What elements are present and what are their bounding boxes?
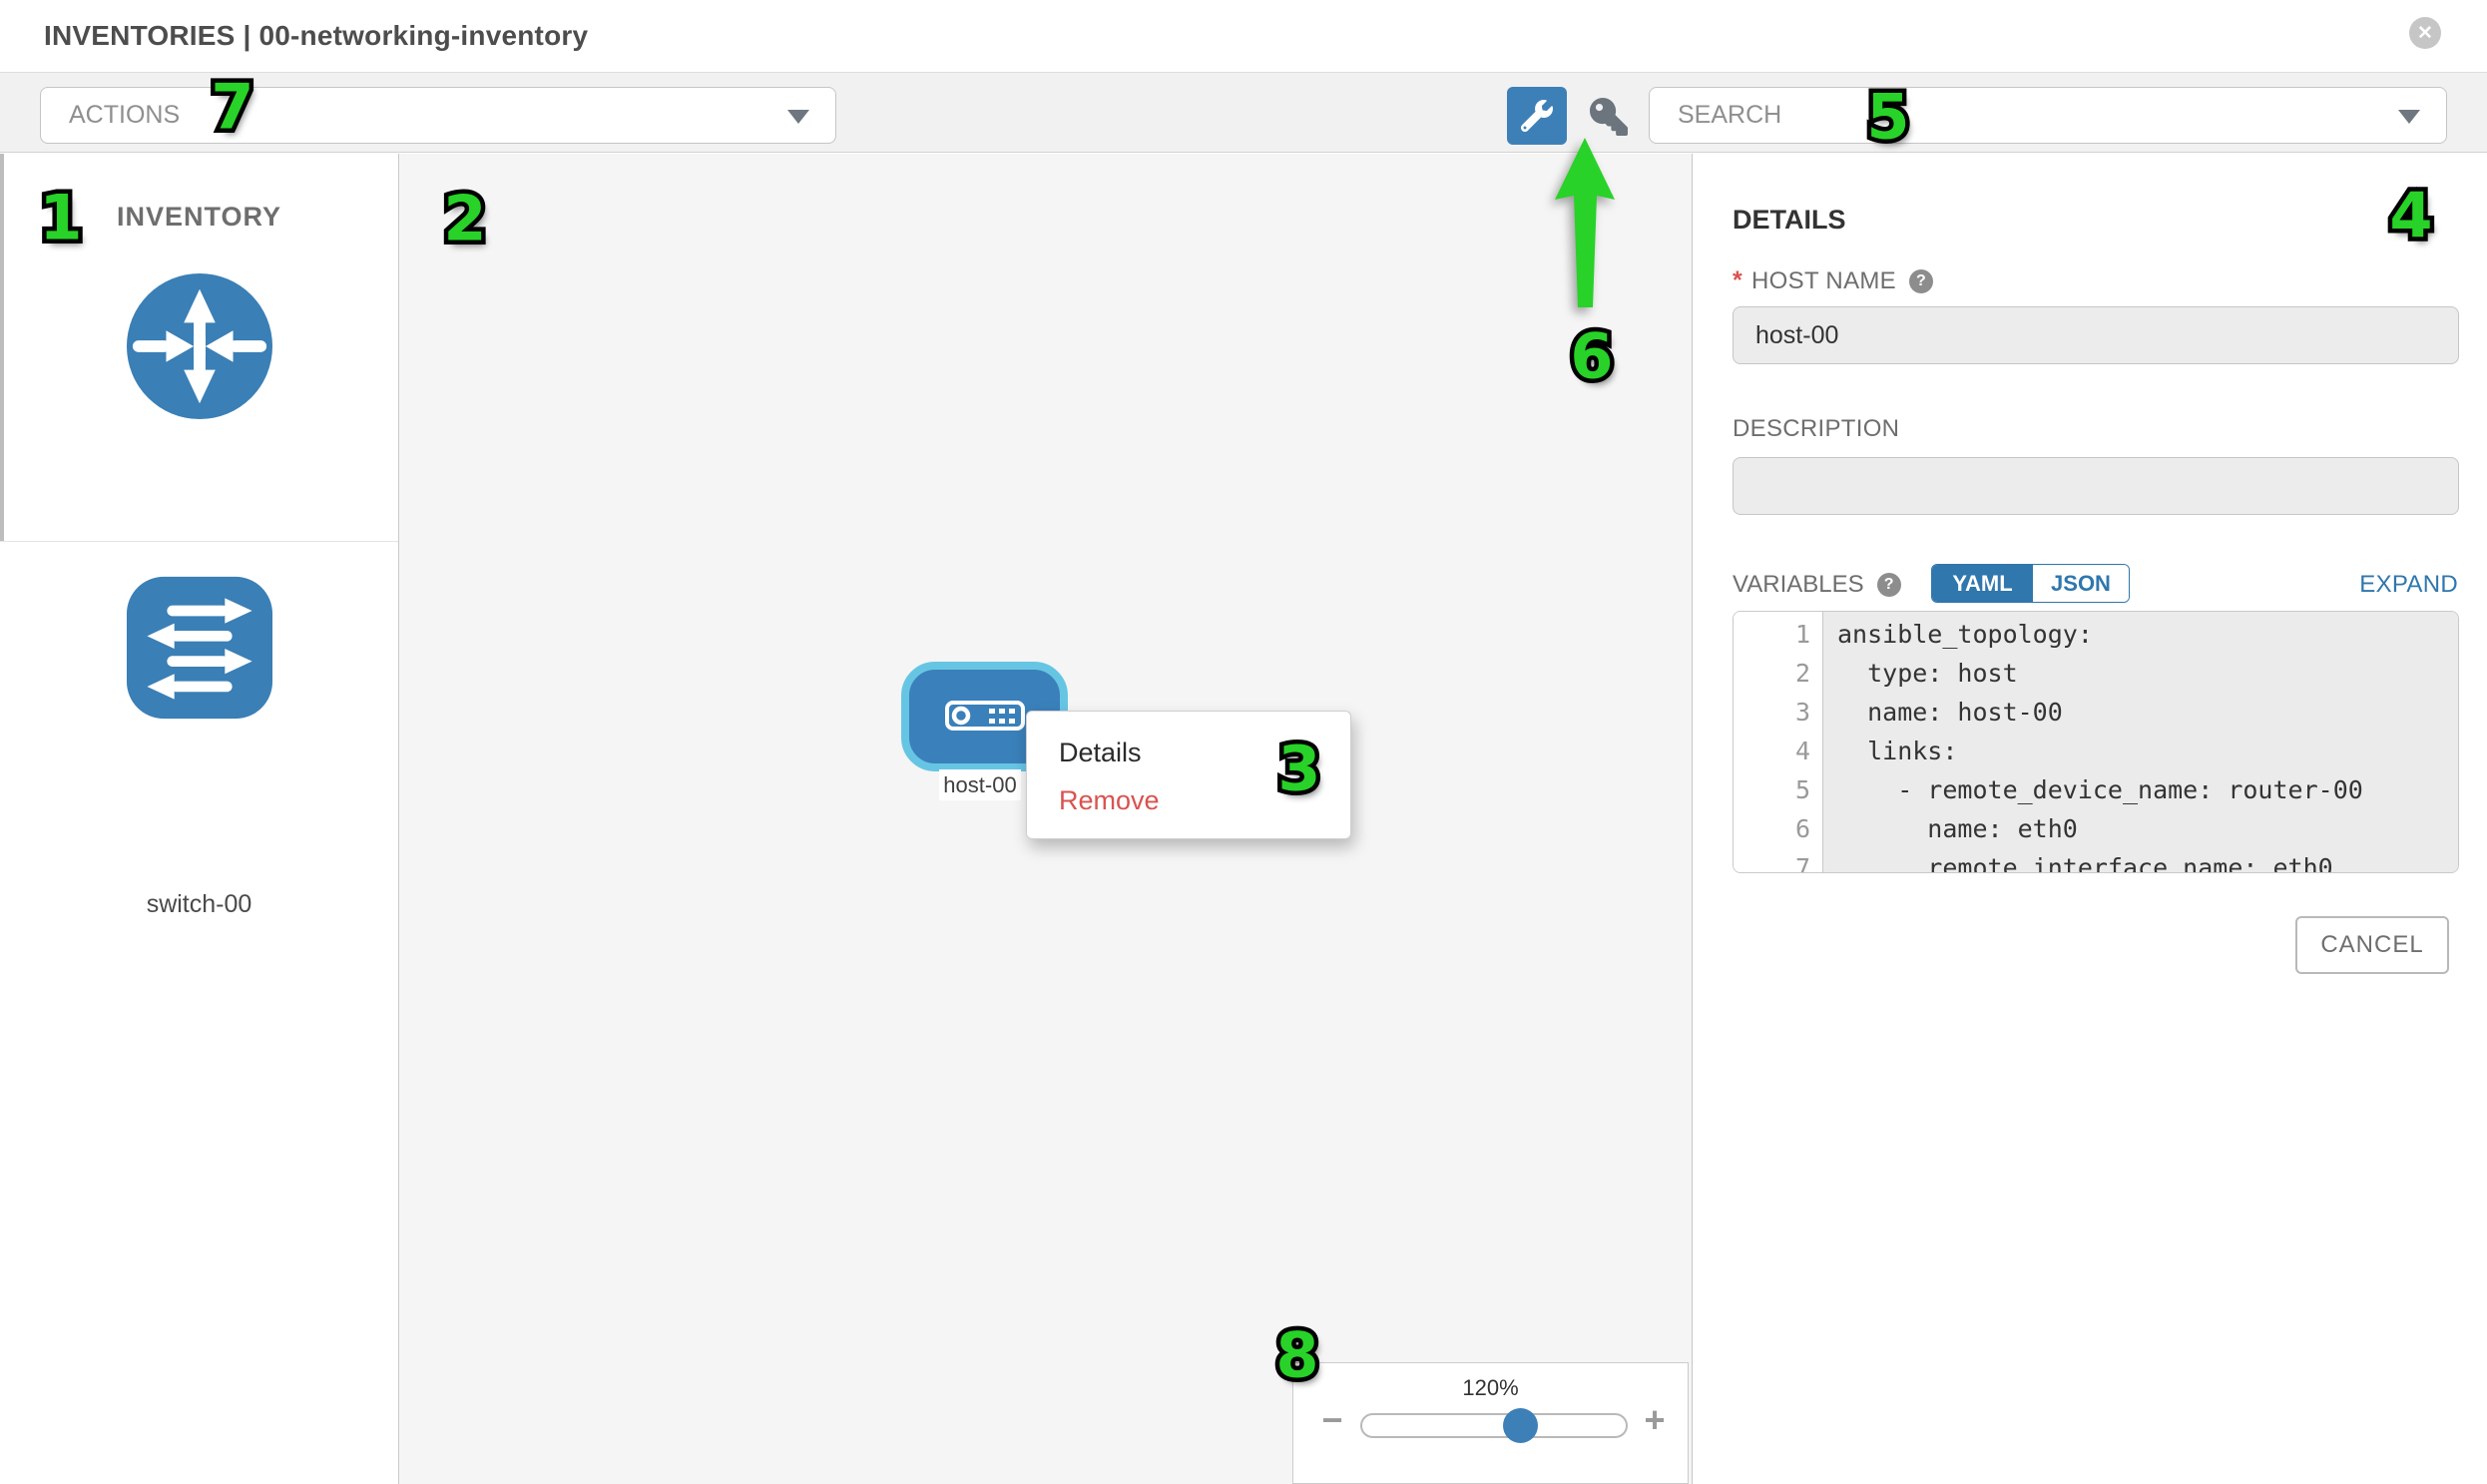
wrench-icon bbox=[1521, 100, 1553, 132]
host-name-label-row: * HOST NAME ? bbox=[1733, 266, 1933, 295]
host-node-label: host-00 bbox=[939, 769, 1021, 800]
code-line: name: host-00 bbox=[1837, 698, 2063, 727]
key-button[interactable] bbox=[1587, 95, 1631, 139]
code-line: name: eth0 bbox=[1837, 814, 2078, 843]
line-number: 6 bbox=[1794, 814, 1810, 843]
variables-editor[interactable]: 1 2 3 4 5 6 7 ansible_topology: type: ho… bbox=[1733, 611, 2459, 873]
code-line: links: bbox=[1837, 737, 1958, 765]
description-label: DESCRIPTION bbox=[1733, 415, 1900, 442]
help-icon[interactable]: ? bbox=[1908, 268, 1933, 293]
toolbar: ACTIONS SEARCH bbox=[0, 73, 2487, 153]
search-dropdown-label: SEARCH bbox=[1678, 101, 1782, 129]
inventory-sidebar: INVENTORY router-00 bbox=[0, 154, 399, 1484]
chevron-down-icon bbox=[2398, 110, 2420, 124]
router-icon bbox=[126, 272, 273, 420]
required-marker: * bbox=[1733, 266, 1743, 294]
host-name-label: HOST NAME bbox=[1751, 266, 1896, 294]
line-number: 1 bbox=[1794, 620, 1810, 649]
line-number: 4 bbox=[1794, 737, 1810, 765]
code-line: - remote_device_name: router-00 bbox=[1837, 775, 2363, 804]
host-icon bbox=[944, 701, 1025, 731]
description-input[interactable] bbox=[1733, 457, 2459, 515]
tab-json[interactable]: JSON bbox=[2033, 565, 2129, 602]
variables-label-row: VARIABLES ? bbox=[1733, 571, 1901, 599]
context-menu-item-remove[interactable]: Remove bbox=[1059, 784, 1160, 815]
code-line: ansible_topology: bbox=[1837, 620, 2093, 649]
line-number: 5 bbox=[1794, 775, 1810, 804]
details-title: DETAILS bbox=[1733, 205, 1846, 235]
close-icon[interactable]: ✕ bbox=[2409, 17, 2441, 49]
key-icon bbox=[1590, 98, 1628, 136]
details-panel: DETAILS * HOST NAME ? DESCRIPTION VARIAB… bbox=[1694, 154, 2487, 1484]
expand-link[interactable]: EXPAND bbox=[2359, 571, 2458, 598]
host-name-input[interactable] bbox=[1733, 306, 2459, 364]
tab-yaml[interactable]: YAML bbox=[1932, 565, 2033, 602]
line-number: 2 bbox=[1794, 659, 1810, 688]
actions-dropdown[interactable]: ACTIONS bbox=[40, 87, 836, 144]
zoom-level: 120% bbox=[1462, 1375, 1519, 1400]
editor-gutter: 1 2 3 4 5 6 7 bbox=[1734, 612, 1823, 872]
zoom-slider-track[interactable] bbox=[1360, 1413, 1628, 1438]
context-menu: Details Remove bbox=[1026, 711, 1351, 839]
zoom-slider-thumb[interactable] bbox=[1503, 1408, 1538, 1443]
code-line: type: host bbox=[1837, 659, 2018, 688]
variables-row: VARIABLES ? YAML JSON EXPAND bbox=[1733, 564, 2458, 604]
line-number: 7 bbox=[1794, 853, 1810, 873]
divider bbox=[0, 541, 398, 542]
sidebar-title: INVENTORY bbox=[116, 202, 282, 232]
sidebar-scrollbar[interactable] bbox=[0, 154, 4, 541]
page-title: INVENTORIES | 00-networking-inventory bbox=[44, 20, 589, 51]
switch-icon bbox=[126, 576, 273, 720]
item-label: switch-00 bbox=[146, 890, 252, 918]
chevron-down-icon bbox=[787, 110, 809, 124]
cancel-button[interactable]: CANCEL bbox=[2295, 916, 2449, 974]
zoom-in-button[interactable]: + bbox=[1644, 1399, 1666, 1440]
actions-dropdown-label: ACTIONS bbox=[69, 101, 181, 129]
editor-code-area[interactable]: ansible_topology: type: host name: host-… bbox=[1823, 612, 2458, 872]
search-dropdown[interactable]: SEARCH bbox=[1649, 87, 2447, 144]
code-line: remote_interface_name: eth0 bbox=[1837, 853, 2333, 873]
zoom-out-button[interactable]: − bbox=[1321, 1399, 1343, 1440]
help-icon[interactable]: ? bbox=[1876, 573, 1901, 597]
window-header: INVENTORIES | 00-networking-inventory ✕ bbox=[0, 0, 2487, 73]
line-number: 3 bbox=[1794, 698, 1810, 727]
context-menu-item-details[interactable]: Details bbox=[1059, 737, 1142, 767]
variables-format-toggle: YAML JSON bbox=[1931, 564, 2130, 603]
zoom-widget: 120% − + bbox=[1292, 1362, 1689, 1484]
tools-button[interactable] bbox=[1507, 87, 1567, 145]
description-label-row: DESCRIPTION bbox=[1733, 415, 1899, 443]
topology-canvas[interactable]: host-00 Details Remove 120% − + bbox=[399, 154, 1693, 1484]
variables-label: VARIABLES bbox=[1733, 571, 1864, 598]
